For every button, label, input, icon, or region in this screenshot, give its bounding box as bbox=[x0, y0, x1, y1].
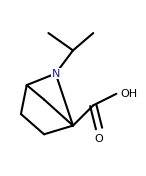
Text: OH: OH bbox=[121, 89, 138, 99]
Text: N: N bbox=[51, 68, 60, 78]
Text: O: O bbox=[95, 134, 103, 144]
